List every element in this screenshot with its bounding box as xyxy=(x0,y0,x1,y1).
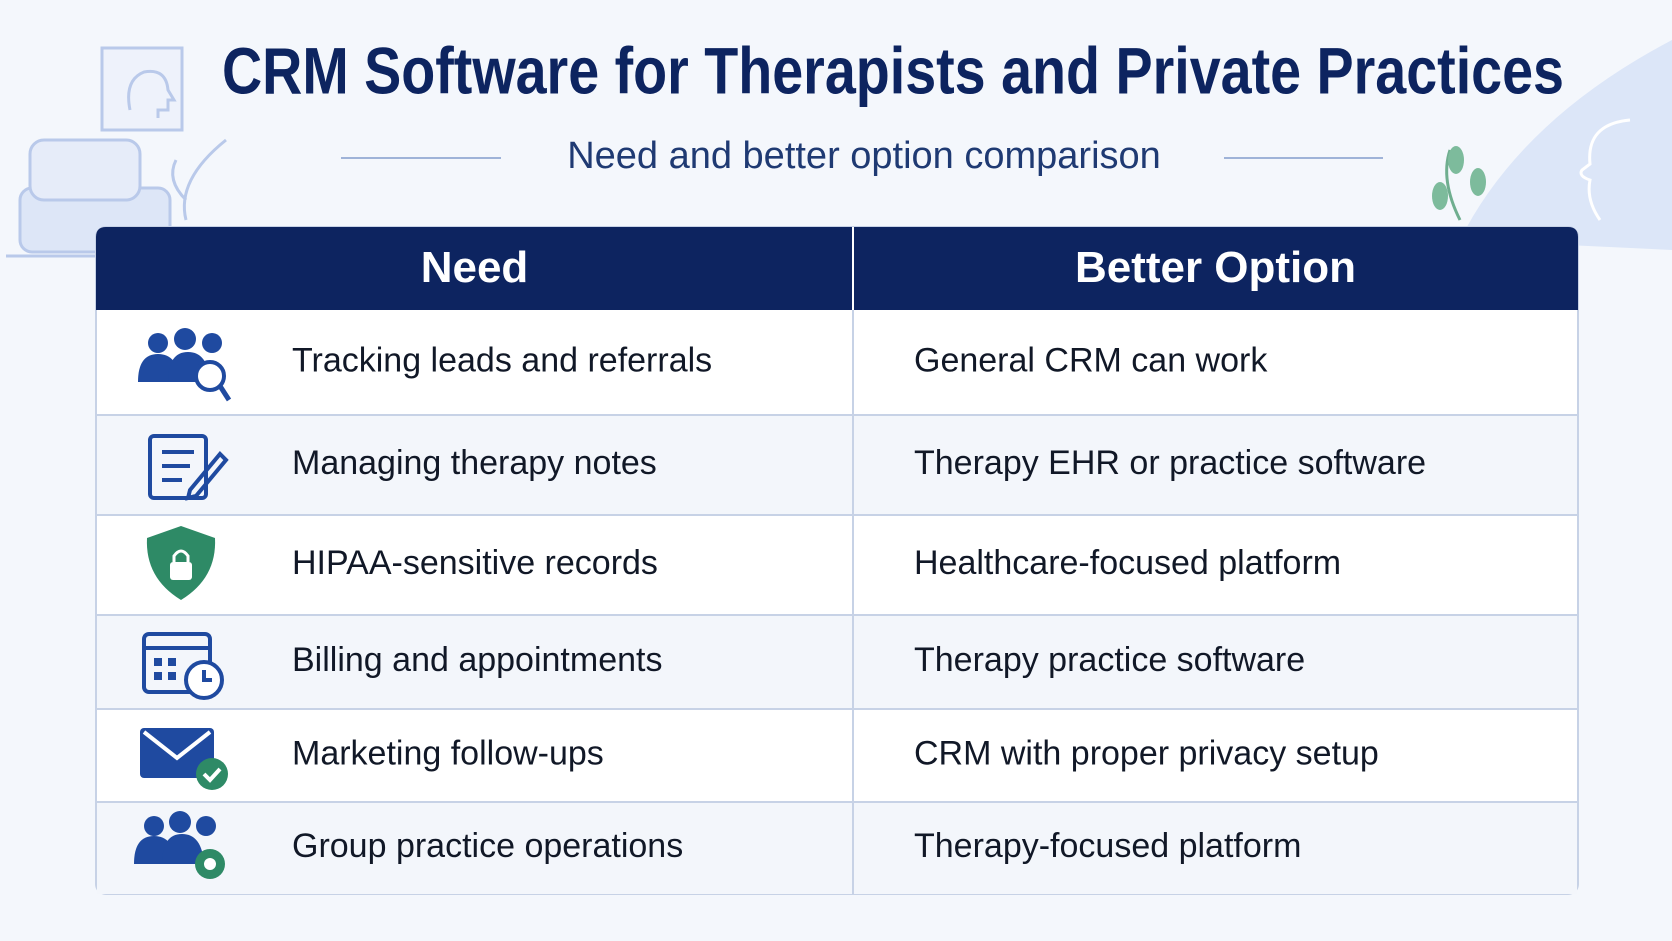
column-header: Need xyxy=(421,243,529,292)
row-band xyxy=(97,802,1577,894)
option-cell: Therapy EHR or practice software xyxy=(914,444,1426,482)
column-header: Better Option xyxy=(1075,243,1356,292)
decoration xyxy=(6,40,1672,258)
option-cell: Therapy-focused platform xyxy=(914,827,1301,865)
need-cell: Managing therapy notes xyxy=(292,444,657,482)
option-cell: General CRM can work xyxy=(914,341,1268,379)
row-band xyxy=(97,415,1577,515)
table-header xyxy=(96,227,1578,310)
subtitle: Need and better option comparison xyxy=(567,135,1161,177)
need-cell: Marketing follow-ups xyxy=(292,734,604,772)
need-cell: Billing and appointments xyxy=(292,641,662,679)
row-band xyxy=(97,615,1577,709)
table: Need Better Option Tracking leads and refe… xyxy=(95,226,1579,895)
need-cell: Tracking leads and referrals xyxy=(292,341,712,379)
need-cell: Group practice operations xyxy=(292,827,683,865)
icons xyxy=(134,328,232,879)
title: CRM Software for Therapists and Private … xyxy=(222,33,1564,107)
option-cell: Healthcare-focused platform xyxy=(914,544,1341,582)
need-cell: HIPAA-sensitive records xyxy=(292,544,658,582)
option-cell: CRM with proper privacy setup xyxy=(914,734,1379,772)
option-cell: Therapy practice software xyxy=(914,641,1305,679)
